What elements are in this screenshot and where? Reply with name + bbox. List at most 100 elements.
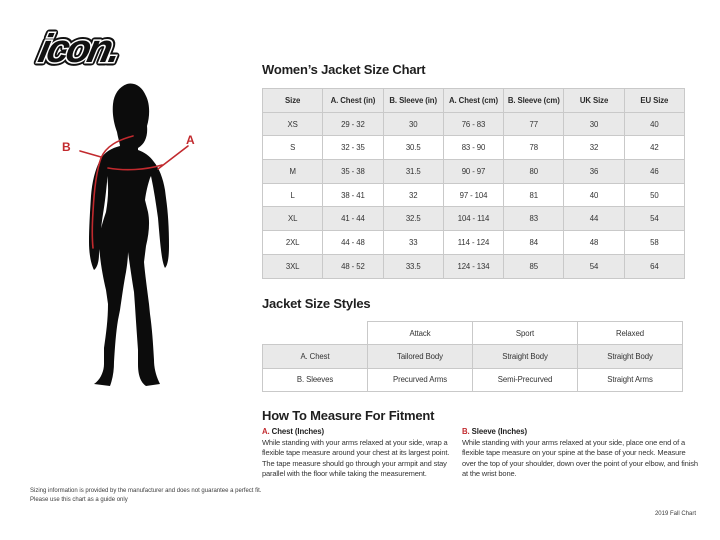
header-cell-eu-size: EU Size — [623, 88, 686, 113]
cell-sleeve-cm: 78 — [503, 135, 565, 161]
cell-sleeve-in: 30 — [382, 111, 444, 137]
cell-uk-size: 48 — [563, 230, 625, 255]
fitment-chest-heading: A. Chest (Inches) — [262, 427, 454, 436]
styles-row-chest: A. Chest Tailored Body Straight Body Str… — [262, 344, 683, 369]
cell-sleeve-cm: 77 — [503, 111, 565, 137]
cell-relaxed-chest: Straight Body — [577, 344, 683, 369]
label-b-pointer-line — [79, 150, 102, 158]
cell-size: 2XL — [261, 230, 324, 255]
header-cell-sleeve-in: B. Sleeve (in) — [382, 88, 444, 113]
cell-chest-cm: 97 - 104 — [442, 182, 505, 208]
header-cell-uk-size: UK Size — [563, 88, 625, 113]
size-row-xs: XS 29 - 32 30 76 - 83 77 30 40 — [261, 111, 686, 137]
cell-sleeve-cm: 81 — [503, 182, 565, 208]
styles-header-row: Attack Sport Relaxed — [263, 320, 683, 346]
cell-relaxed-sleeves: Straight Arms — [577, 367, 683, 392]
disclaimer-line-1: Sizing information is provided by the ma… — [30, 488, 262, 494]
fitment-chest-column: A. Chest (Inches) While standing with yo… — [262, 427, 454, 480]
cell-chest-cm: 104 - 114 — [442, 206, 505, 232]
cell-uk-size: 40 — [563, 182, 625, 208]
row-label-chest: A. Chest — [262, 344, 368, 369]
cell-sleeve-in: 33 — [382, 230, 444, 255]
cell-sleeve-in: 30.5 — [382, 135, 444, 161]
cell-size: M — [261, 159, 324, 184]
cell-uk-size: 32 — [563, 135, 625, 161]
size-chart-table: Size A. Chest (in) B. Sleeve (in) A. Che… — [261, 88, 686, 279]
size-row-xl: XL 41 - 44 32.5 104 - 114 83 44 54 — [261, 206, 686, 232]
styles-table: Attack Sport Relaxed A. Chest Tailored B… — [262, 320, 683, 392]
cell-sleeve-in: 32.5 — [382, 206, 444, 232]
cell-size: S — [261, 135, 324, 161]
fitment-sleeve-column: B. Sleeve (Inches) While standing with y… — [462, 427, 700, 480]
cell-uk-size: 44 — [563, 206, 625, 232]
cell-sleeve-in: 32 — [382, 182, 444, 208]
cell-chest-cm: 83 - 90 — [442, 135, 505, 161]
size-row-s: S 32 - 35 30.5 83 - 90 78 32 42 — [261, 135, 686, 161]
cell-chest-in: 41 - 44 — [322, 206, 384, 232]
chest-label-a: A — [186, 133, 195, 147]
fitment-chest-heading-text: Chest (Inches) — [269, 427, 324, 436]
cell-chest-in: 32 - 35 — [322, 135, 384, 161]
cell-eu-size: 64 — [623, 253, 686, 279]
label-a-pointer-line — [157, 145, 189, 170]
fitment-sleeve-body: While standing with your arms relaxed at… — [462, 438, 698, 479]
fitment-chest-body: While standing with your arms relaxed at… — [262, 438, 450, 479]
size-chart-title: Women’s Jacket Size Chart — [262, 62, 426, 77]
fitment-chest-prefix: A. — [262, 427, 270, 436]
size-row-2xl: 2XL 44 - 48 33 114 - 124 84 48 58 — [261, 230, 686, 255]
cell-size: XS — [261, 111, 324, 137]
chart-version-label: 2019 Fall Chart — [654, 511, 696, 517]
cell-sleeve-cm: 85 — [503, 253, 565, 279]
chest-measure-line — [107, 164, 163, 171]
svg-text:icon.: icon. — [35, 25, 123, 70]
fitment-sleeve-heading: B. Sleeve (Inches) — [462, 427, 700, 436]
cell-eu-size: 46 — [623, 159, 686, 184]
styles-row-sleeves: B. Sleeves Precurved Arms Semi-Precurved… — [262, 367, 683, 392]
size-row-3xl: 3XL 48 - 52 33.5 124 - 134 85 54 64 — [261, 253, 686, 279]
cell-eu-size: 40 — [623, 111, 686, 137]
sleeve-measure-line — [91, 135, 134, 249]
cell-eu-size: 54 — [623, 206, 686, 232]
cell-eu-size: 50 — [623, 182, 686, 208]
cell-sleeve-in: 33.5 — [382, 253, 444, 279]
size-row-m: M 35 - 38 31.5 90 - 97 80 36 46 — [261, 159, 686, 184]
header-cell-sport: Sport — [472, 320, 578, 346]
cell-size: XL — [261, 206, 324, 232]
header-cell-chest-in: A. Chest (in) — [322, 88, 384, 113]
styles-title: Jacket Size Styles — [262, 296, 371, 311]
woman-silhouette — [89, 83, 169, 386]
fitment-sleeve-prefix: B. — [462, 427, 470, 436]
cell-chest-cm: 76 - 83 — [442, 111, 505, 137]
cell-size: 3XL — [261, 253, 324, 279]
sizing-disclaimer: Sizing information is provided by the ma… — [30, 487, 261, 504]
cell-eu-size: 58 — [623, 230, 686, 255]
size-row-l: L 38 - 41 32 97 - 104 81 40 50 — [261, 182, 686, 208]
header-cell-attack: Attack — [367, 320, 473, 346]
cell-attack-chest: Tailored Body — [367, 344, 473, 369]
header-cell-chest-cm: A. Chest (cm) — [442, 88, 505, 113]
icon-brand-logo: icon. icon. icon. — [31, 22, 126, 74]
disclaimer-line-2: Please use this chart as a guide only — [30, 496, 128, 503]
cell-chest-cm: 114 - 124 — [442, 230, 505, 255]
cell-chest-in: 44 - 48 — [322, 230, 384, 255]
cell-sleeve-in: 31.5 — [382, 159, 444, 184]
size-chart-header-row: Size A. Chest (in) B. Sleeve (in) A. Che… — [261, 88, 686, 113]
sleeve-label-b: B — [62, 140, 71, 154]
svg-text:icon.: icon. — [35, 25, 123, 70]
cell-sleeve-cm: 80 — [503, 159, 565, 184]
cell-sleeve-cm: 84 — [503, 230, 565, 255]
cell-eu-size: 42 — [623, 135, 686, 161]
cell-uk-size: 30 — [563, 111, 625, 137]
cell-sport-sleeves: Semi-Precurved — [472, 367, 578, 392]
header-cell-size: Size — [261, 88, 324, 113]
cell-sport-chest: Straight Body — [472, 344, 578, 369]
blank-corner-cell — [263, 322, 368, 345]
cell-attack-sleeves: Precurved Arms — [367, 367, 473, 392]
cell-chest-in: 29 - 32 — [322, 111, 384, 137]
cell-chest-in: 35 - 38 — [322, 159, 384, 184]
cell-chest-in: 38 - 41 — [322, 182, 384, 208]
row-label-sleeves: B. Sleeves — [262, 367, 368, 392]
fitment-title: How To Measure For Fitment — [262, 408, 435, 423]
cell-uk-size: 54 — [563, 253, 625, 279]
